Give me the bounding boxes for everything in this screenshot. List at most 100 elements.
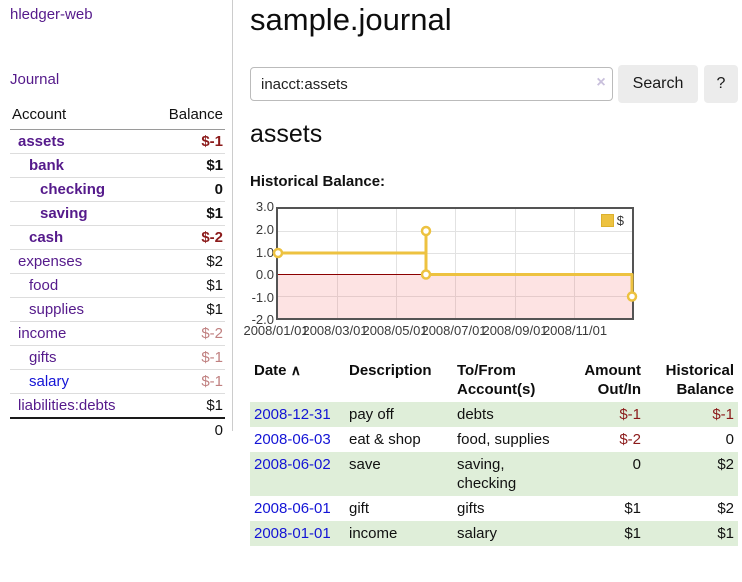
transaction-balance: $-1 xyxy=(712,406,734,423)
transaction-amount: $1 xyxy=(624,500,641,517)
accounts-total-value: 0 xyxy=(149,417,225,442)
account-balance: $-1 xyxy=(149,369,225,394)
account-link-supplies[interactable]: supplies xyxy=(29,301,85,318)
transaction-date-link[interactable]: 2008-06-03 xyxy=(254,431,331,448)
register-table: Date ∧ Description To/From Account(s) Am… xyxy=(250,358,738,546)
account-link-salary[interactable]: salary xyxy=(29,373,70,390)
brand-link[interactable]: hledger-web xyxy=(10,6,93,23)
data-point-marker xyxy=(420,269,432,280)
transaction-date-link[interactable]: 2008-06-02 xyxy=(254,456,331,473)
transaction-accounts: debts xyxy=(457,406,494,423)
transaction-accounts: food, supplies xyxy=(457,431,550,448)
account-link-cash[interactable]: cash xyxy=(29,229,64,246)
account-row: assets $-1 xyxy=(10,129,225,154)
account-link-food[interactable]: food xyxy=(29,277,59,294)
account-link-saving[interactable]: saving xyxy=(40,205,88,222)
transaction-description: pay off xyxy=(349,406,394,423)
x-tick-label: 2008/09/01 xyxy=(482,323,548,338)
account-link-bank[interactable]: bank xyxy=(29,157,65,174)
account-row: bank $1 xyxy=(10,153,225,178)
balance-line-series xyxy=(272,225,638,302)
y-tick-label: -2.0 xyxy=(251,312,274,327)
account-row: liabilities:debts $1 xyxy=(10,393,225,419)
accounts-header-account: Account xyxy=(10,103,150,130)
account-row: saving $1 xyxy=(10,201,225,226)
data-point-marker xyxy=(420,225,432,237)
data-point-marker xyxy=(272,247,284,259)
chart-plot-area[interactable]: $ xyxy=(272,207,638,320)
register-row: 2008-06-02 save saving, checking 0 $2 xyxy=(250,452,738,496)
account-heading: assets xyxy=(250,120,323,148)
y-tick-label: 0.0 xyxy=(255,267,274,282)
register-header-row: Date ∧ Description To/From Account(s) Am… xyxy=(250,358,738,402)
x-tick-label: 2008/07/01 xyxy=(421,323,487,338)
search-input[interactable] xyxy=(250,67,613,101)
main-content: sample.journal × Search ? assets Histori… xyxy=(243,0,742,582)
sidebar-item-journal[interactable]: Journal xyxy=(10,71,60,88)
legend-label: $ xyxy=(616,213,624,228)
account-link-expenses[interactable]: expenses xyxy=(18,253,83,270)
x-tick-label: 2008/05/01 xyxy=(362,323,428,338)
account-row: expenses $2 xyxy=(10,249,225,274)
transaction-accounts: gifts xyxy=(457,500,485,517)
x-tick-label: 2008/01/01 xyxy=(243,323,309,338)
transaction-amount: $1 xyxy=(624,525,641,542)
transaction-amount: $-2 xyxy=(619,431,641,448)
account-balance: $1 xyxy=(149,393,225,419)
transaction-description: save xyxy=(349,456,381,473)
register-header-balance: Historical Balance xyxy=(665,362,734,398)
register-header-accounts: To/From Account(s) xyxy=(457,362,536,398)
account-row: food $1 xyxy=(10,273,225,298)
search-form: × Search ? xyxy=(250,65,742,103)
negative-region-fill xyxy=(278,275,632,318)
x-tick-label: 2008/11/01 xyxy=(542,323,608,338)
account-row: supplies $1 xyxy=(10,297,225,322)
accounts-total-row: 0 xyxy=(10,417,225,442)
clear-icon[interactable]: × xyxy=(596,74,606,91)
transaction-balance: $2 xyxy=(717,500,734,517)
sidebar: hledger-web Journal Account Balance asse… xyxy=(0,0,233,442)
register-row: 2008-06-03 eat & shop food, supplies $-2… xyxy=(250,427,738,452)
account-balance: $-2 xyxy=(149,225,225,250)
transaction-description: eat & shop xyxy=(349,431,421,448)
account-link-liabilities-debts[interactable]: liabilities:debts xyxy=(18,397,116,414)
date-header-label: Date xyxy=(254,362,287,379)
y-tick-label: -1.0 xyxy=(251,290,274,305)
transaction-date-link[interactable]: 2008-12-31 xyxy=(254,406,331,423)
account-balance: $2 xyxy=(149,249,225,274)
register-header-date[interactable]: Date ∧ xyxy=(250,358,345,402)
transaction-date-link[interactable]: 2008-06-01 xyxy=(254,500,331,517)
account-balance: $1 xyxy=(149,201,225,226)
sort-asc-icon: ∧ xyxy=(290,362,301,378)
register-row: 2008-01-01 income salary $1 $1 xyxy=(250,521,738,546)
account-row: salary $-1 xyxy=(10,369,225,394)
account-balance: $1 xyxy=(149,297,225,322)
help-button[interactable]: ? xyxy=(704,65,738,103)
y-tick-label: 3.0 xyxy=(255,199,274,214)
account-row: cash $-2 xyxy=(10,225,225,250)
transaction-description: gift xyxy=(349,500,370,517)
search-button[interactable]: Search xyxy=(618,65,698,103)
y-tick-label: 2.0 xyxy=(255,222,274,237)
transaction-description: income xyxy=(349,525,398,542)
transaction-balance: 0 xyxy=(725,431,734,448)
transaction-accounts: saving, checking xyxy=(457,456,517,492)
register-header-description: Description xyxy=(349,362,432,379)
account-link-income[interactable]: income xyxy=(18,325,67,342)
account-link-checking[interactable]: checking xyxy=(40,181,106,198)
account-balance: $-1 xyxy=(149,129,225,154)
register-row: 2008-12-31 pay off debts $-1 $-1 xyxy=(250,402,738,427)
account-row: checking 0 xyxy=(10,177,225,202)
transaction-date-link[interactable]: 2008-01-01 xyxy=(254,525,331,542)
account-link-assets[interactable]: assets xyxy=(18,133,65,150)
accounts-table: Account Balance assets $-1 bank $1 check… xyxy=(10,103,225,442)
y-tick-label: 1.0 xyxy=(255,245,274,260)
transaction-amount: 0 xyxy=(632,456,641,473)
legend-swatch xyxy=(600,214,614,227)
register-row: 2008-06-01 gift gifts $1 $2 xyxy=(250,496,738,521)
account-balance: $-1 xyxy=(149,345,225,370)
account-balance: 0 xyxy=(149,177,225,202)
transaction-amount: $-1 xyxy=(619,406,641,423)
account-link-gifts[interactable]: gifts xyxy=(29,349,57,366)
